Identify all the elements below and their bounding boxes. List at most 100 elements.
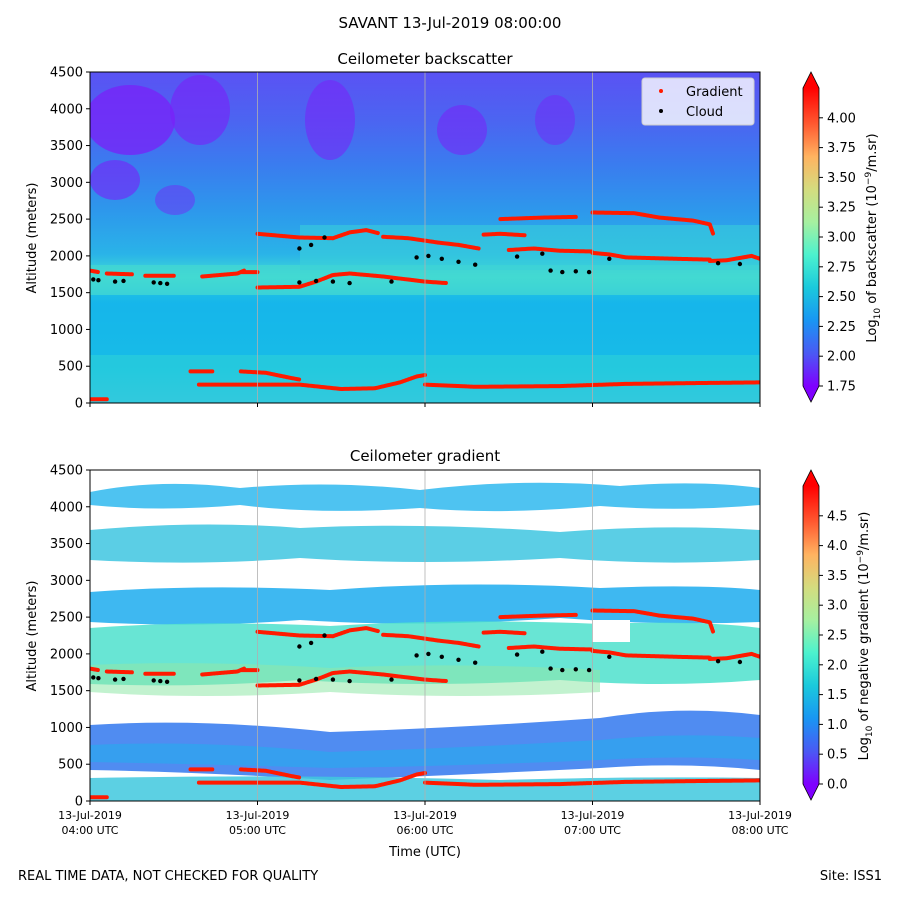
low-backscatter-blob (155, 185, 195, 215)
cloud-point (297, 280, 302, 285)
cloud-point (151, 280, 156, 285)
cloud-point (473, 262, 478, 267)
cloud-point (121, 278, 126, 284)
legend: Gradient Cloud (641, 77, 755, 126)
cloud-point (560, 269, 565, 275)
colorbar2-extend-min (803, 784, 819, 800)
colorbar1-body (803, 88, 819, 386)
colorbar-tick-label: 2.0 (827, 658, 848, 673)
gap-region (592, 620, 630, 642)
gradient-trace (255, 228, 381, 241)
cloud-point (737, 659, 743, 665)
gradient-trace (498, 612, 578, 620)
y-tick-label: 4000 (50, 102, 83, 117)
colorbar2-label-sup: −9 (856, 550, 866, 564)
cloud-point (540, 251, 545, 256)
panel1-ylabel: Altitude (meters) (25, 183, 40, 294)
cloud-point (164, 679, 170, 684)
gradient-trace (90, 666, 101, 673)
colorbar1-extend-max (803, 72, 819, 88)
cloud-point (586, 667, 592, 673)
panel2-title: Ceilometer gradient (350, 447, 500, 465)
colorbar1-label-end: /m.sr) (865, 133, 880, 171)
x-tick-time: 05:00 UTC (229, 824, 286, 837)
cloud-point (347, 678, 352, 684)
cloud-point (121, 676, 126, 682)
low-backscatter-blob (90, 85, 175, 155)
y-tick-label: 3000 (50, 574, 83, 589)
cloud-point (456, 657, 461, 662)
cloud-point (473, 660, 478, 665)
cloud-point (297, 678, 302, 683)
cloud-point (514, 254, 520, 259)
legend-cloud-label: Cloud (686, 105, 723, 120)
cloud-point (540, 649, 545, 654)
colorbar-tick-label: 0.0 (827, 778, 848, 793)
legend-cloud-marker (659, 109, 663, 113)
colorbar-tick-label: 1.5 (827, 688, 848, 703)
gradient-heatmap (90, 470, 760, 801)
colorbar1-label-sup: −9 (864, 172, 874, 186)
low-backscatter-blob (437, 105, 487, 155)
gradient-trace (707, 651, 760, 661)
colorbar2-label: Log10 of negative gradient (10−9/m.sr) (856, 512, 875, 761)
cloud-point (297, 246, 302, 251)
cloud-point (439, 654, 444, 659)
x-tick-time: 06:00 UTC (396, 824, 453, 837)
gradient-trace (255, 669, 449, 688)
y-tick-label: 1000 (50, 323, 83, 338)
cloud-point (91, 675, 96, 680)
panel1-title: Ceilometer backscatter (337, 50, 513, 68)
cloud-point (439, 256, 444, 261)
x-tick-date: 13-Jul-2019 (393, 809, 457, 822)
gradient-trace (90, 268, 101, 275)
colorbar2-ticks: 0.0 0.5 1.0 1.5 2.0 2.5 3.0 3.5 4.0 4.5 (819, 509, 848, 793)
colorbar2-body (803, 486, 819, 784)
x-tick-time: 07:00 UTC (564, 824, 621, 837)
gradient-trace (238, 369, 302, 382)
legend-gradient-marker (659, 89, 663, 93)
gradient-trace (506, 246, 595, 254)
x-tick-date: 13-Jul-2019 (226, 809, 290, 822)
colorbar-tick-label: 1.0 (827, 718, 848, 733)
low-backscatter-blob (535, 95, 575, 145)
cloud-point (548, 268, 553, 273)
low-backscatter-blob (90, 160, 140, 200)
panel2-ylabel: Altitude (meters) (25, 581, 40, 692)
cloud-point (313, 278, 319, 284)
backscatter-heatmap (90, 72, 760, 403)
cloud-point (308, 242, 314, 248)
cloud-gradient-band (90, 663, 600, 696)
x-tick-time: 04:00 UTC (61, 824, 118, 837)
cloud-point (308, 640, 314, 646)
y-tick-label: 1000 (50, 721, 83, 736)
cloud-point (347, 280, 352, 286)
gradient-trace (590, 250, 712, 262)
cloud-point (389, 279, 394, 284)
y-tick-label: 1500 (50, 286, 83, 301)
y-tick-label: 1500 (50, 684, 83, 699)
colorbar-tick-label: 2.25 (827, 320, 856, 335)
cloud-point (586, 269, 592, 275)
figure-title: SAVANT 13-Jul-2019 08:00:00 (338, 14, 562, 32)
colorbar2-extend-max (803, 470, 819, 486)
x-tick-date: 13-Jul-2019 (561, 809, 625, 822)
cloud-point (96, 278, 101, 283)
cloud-point (414, 653, 419, 658)
y-tick-label: 2000 (50, 647, 83, 662)
colorbar-tick-label: 3.00 (827, 231, 856, 246)
cloud-point (158, 678, 163, 684)
y-tick-label: 4500 (50, 464, 83, 479)
x-tick-time: 08:00 UTC (731, 824, 788, 837)
cloud-point (426, 253, 431, 259)
y-tick-label: 500 (58, 360, 83, 375)
legend-gradient-label: Gradient (686, 85, 743, 100)
low-backscatter-blob (305, 80, 355, 160)
cloud-point (414, 255, 419, 260)
cloud-point (112, 677, 118, 682)
colorbar2-label-sub: 10 (865, 725, 875, 737)
gradient-series (90, 608, 760, 800)
gradient-trace (590, 210, 716, 236)
gradient-trace (498, 214, 578, 222)
cloud-point (322, 633, 327, 638)
